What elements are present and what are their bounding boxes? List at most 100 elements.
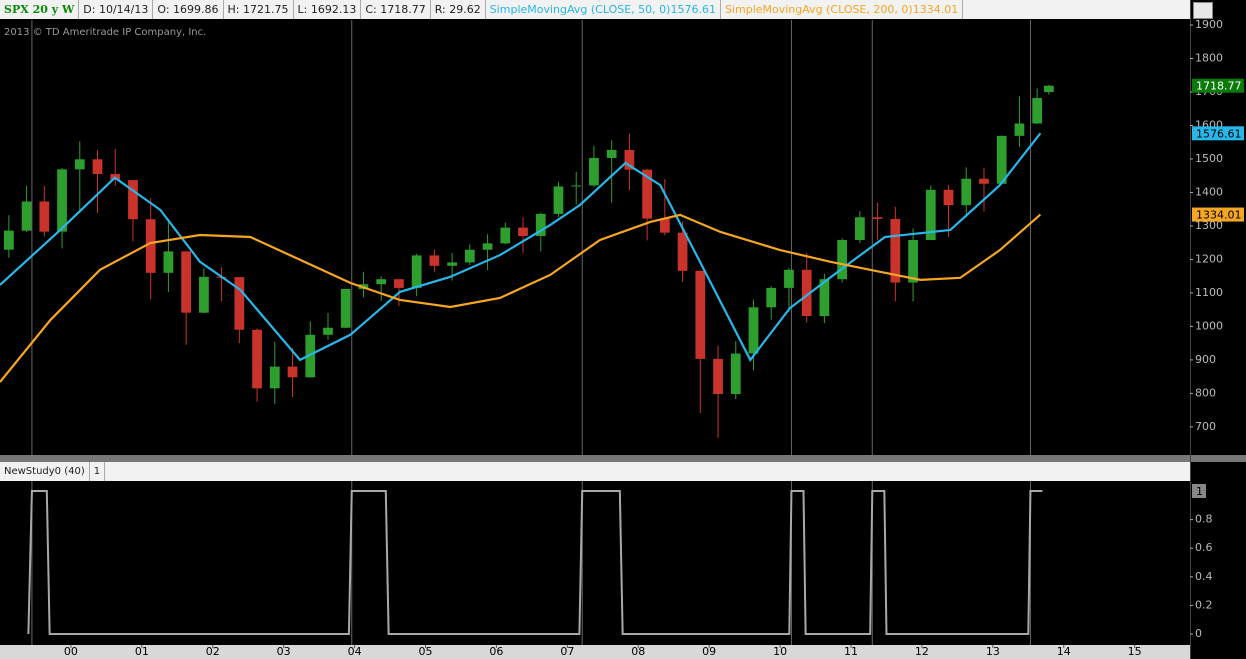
y-tick-label: 0.4 [1195, 570, 1213, 583]
x-tick-label: 01 [135, 645, 149, 658]
candle-body [784, 269, 794, 288]
legend-value: 1576.61 [670, 3, 716, 16]
candle-body [429, 255, 440, 266]
x-tick-label: 12 [915, 645, 929, 658]
axis-border [1190, 0, 1191, 659]
candle-body [376, 279, 387, 285]
candle-body [3, 230, 14, 250]
y-tick-label: 1500 [1195, 152, 1223, 165]
chart-settings-icon[interactable] [1193, 2, 1213, 19]
study-tag: 1 [1196, 485, 1203, 498]
candle-body [234, 277, 245, 330]
candle-body [642, 169, 653, 219]
candle-body [447, 262, 457, 266]
candle-body [925, 189, 936, 241]
candle-body [908, 240, 918, 283]
candle-body [305, 334, 316, 378]
x-tick-label: 03 [277, 645, 291, 658]
candle-body [571, 185, 582, 187]
study-tag-box [1192, 484, 1206, 499]
candle-body [659, 218, 670, 233]
close-tag: 1718.77 [1196, 80, 1242, 93]
candle-body [39, 201, 50, 232]
moving-average [0, 213, 1042, 383]
x-tick-label: 09 [702, 645, 716, 658]
candle-body [128, 180, 138, 220]
study-title[interactable]: NewStudy0 (40) [0, 462, 90, 481]
candle-body [1014, 123, 1025, 136]
candle-body [181, 251, 192, 313]
candle-body [518, 227, 528, 236]
candle-body [199, 276, 209, 313]
last-value-tag-box [1192, 207, 1244, 222]
x-tick-label: 02 [206, 645, 220, 658]
y-tick-label: 0.6 [1195, 541, 1213, 554]
candle-body [855, 217, 865, 241]
candle-body [1043, 85, 1054, 93]
candle-body [996, 135, 1007, 184]
x-tick-label: 06 [489, 645, 503, 658]
x-tick-label: 14 [1057, 645, 1071, 658]
high: H: 1721.75 [224, 0, 294, 19]
candle-body [677, 232, 688, 271]
candle-body [21, 201, 32, 231]
candle-body [748, 307, 759, 354]
candle-body [713, 358, 723, 395]
x-tick-label: 10 [773, 645, 787, 658]
time-axis [0, 645, 1190, 659]
range: R: 29.62 [431, 0, 486, 19]
study-value: 1 [90, 462, 106, 481]
candle-body [464, 249, 475, 263]
legend-sma200[interactable]: SimpleMovingAvg (CLOSE, 200, 0)1334.01 [721, 0, 964, 19]
x-tick-label: 08 [631, 645, 645, 658]
y-tick-label: 1800 [1195, 52, 1223, 65]
symbol[interactable]: SPX 20 y W [0, 0, 80, 19]
candle-body [500, 227, 511, 244]
candle-body [606, 149, 617, 158]
last-value-tag-box [1192, 126, 1244, 141]
y-tick-label: 900 [1195, 353, 1216, 366]
close-tag-box [1192, 78, 1244, 93]
moving-average [0, 132, 1042, 362]
legend-name: SimpleMovingAvg (CLOSE, 200, 0) [724, 3, 913, 16]
candle-body [411, 255, 422, 288]
low: L: 1692.13 [294, 0, 362, 19]
header-bar: SPX 20 y W D: 10/14/13 O: 1699.86 H: 172… [0, 0, 1190, 19]
panel-divider[interactable] [0, 455, 1246, 462]
candle-body [819, 279, 830, 317]
candle-body [766, 287, 777, 308]
candle-body [394, 279, 404, 288]
x-tick-label: 05 [419, 645, 433, 658]
candle-body [163, 251, 174, 273]
x-tick-label: 04 [348, 645, 362, 658]
x-tick-label: 00 [64, 645, 78, 658]
y-tick-label: 0.8 [1195, 513, 1213, 526]
candle-body [890, 218, 901, 283]
legend-sma50[interactable]: SimpleMovingAvg (CLOSE, 50, 0)1576.61 [486, 0, 721, 19]
candle-body [872, 217, 883, 219]
y-tick-label: 1100 [1195, 286, 1223, 299]
x-tick-label: 11 [844, 645, 858, 658]
candle-body [624, 149, 635, 170]
candle-body [482, 243, 493, 250]
candle-body [340, 288, 351, 328]
y-tick-label: 1400 [1195, 185, 1223, 198]
x-tick-label: 15 [1128, 645, 1142, 658]
close: C: 1718.77 [361, 0, 431, 19]
candle-body [943, 189, 954, 206]
candle-body [92, 159, 103, 175]
candle-body [74, 159, 85, 170]
candle-body [287, 366, 298, 378]
copyright: 2013 © TD Ameritrade IP Company, Inc. [4, 27, 206, 38]
candle-body [801, 269, 812, 317]
last-value-tag: 1334.01 [1196, 209, 1242, 222]
y-tick-label: 0.2 [1195, 598, 1213, 611]
candle-body [553, 186, 564, 214]
candle-body [979, 178, 989, 184]
candle-body [252, 329, 262, 389]
candle-body [57, 169, 67, 232]
candle-body [535, 213, 546, 236]
y-tick-label: 700 [1195, 420, 1216, 433]
y-tick-label: 0 [1195, 627, 1202, 640]
